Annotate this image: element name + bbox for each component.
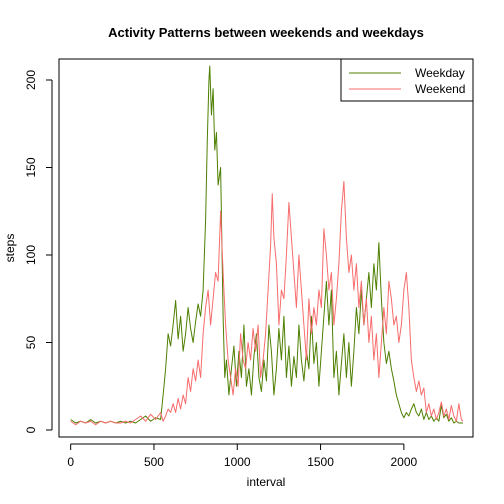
x-tick-label-4: 2000 xyxy=(391,455,418,469)
legend-label-weekday: Weekday xyxy=(415,66,465,80)
x-tick-label-3: 1500 xyxy=(307,455,334,469)
x-tick-label-2: 1000 xyxy=(224,455,251,469)
legend-box xyxy=(340,58,474,102)
series-group xyxy=(70,65,464,426)
plot-frame xyxy=(58,58,474,438)
x-tick-label-1: 500 xyxy=(144,455,164,469)
y-axis-label: steps xyxy=(3,234,17,263)
y-tick-label-0: 0 xyxy=(24,426,38,433)
x-axis: 0 500 1000 1500 2000 xyxy=(67,443,418,469)
legend-label-weekend: Weekend xyxy=(415,82,465,96)
y-tick-label-1: 50 xyxy=(24,336,38,350)
y-axis: 0 50 100 150 200 xyxy=(24,70,53,433)
chart-title: Activity Patterns between weekends and w… xyxy=(108,25,424,40)
series-line-weekday xyxy=(70,65,463,424)
y-tick-label-4: 200 xyxy=(24,70,38,90)
legend: Weekday Weekend xyxy=(340,58,474,102)
series-line-weekend xyxy=(70,181,464,426)
y-tick-label-2: 100 xyxy=(24,245,38,265)
x-tick-label-0: 0 xyxy=(67,455,74,469)
x-axis-label: interval xyxy=(247,475,286,489)
y-tick-label-3: 150 xyxy=(24,157,38,177)
